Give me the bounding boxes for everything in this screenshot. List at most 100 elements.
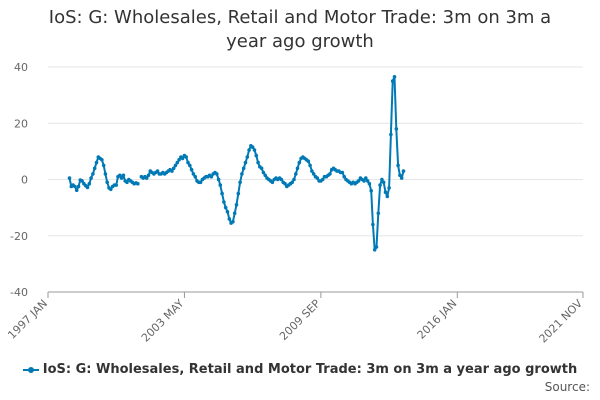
data-point [385, 194, 390, 199]
data-point [170, 169, 174, 173]
data-point [342, 174, 347, 179]
data-point [399, 176, 404, 180]
data-point [109, 187, 113, 192]
data-point [225, 210, 230, 214]
data-point [193, 174, 197, 179]
data-point [240, 172, 244, 176]
data-point [218, 183, 223, 187]
data-point [114, 183, 118, 187]
data-point [398, 173, 402, 178]
data-point [308, 163, 312, 168]
data-point [380, 177, 384, 182]
data-point [227, 217, 232, 221]
data-point [173, 163, 178, 168]
data-point [184, 155, 188, 159]
data-point [328, 172, 332, 176]
series-line-group [67, 75, 406, 252]
data-point [118, 173, 122, 178]
data-point [191, 172, 196, 176]
data-point [383, 190, 388, 194]
x-axis: 1997 JAN 2003 MAY 2009 SEP 2016 JAN 2021 NOV [5, 291, 586, 346]
data-point [315, 176, 320, 180]
chart-title: IoS: G: Wholesales, Retail and Motor Tra… [0, 6, 600, 54]
data-point [387, 186, 391, 190]
data-point [394, 127, 399, 131]
chart-title-line-1: IoS: G: Wholesales, Retail and Motor Tra… [48, 7, 552, 28]
data-point [80, 179, 84, 183]
data-point [103, 172, 108, 176]
data-point [125, 180, 129, 185]
data-point [241, 166, 246, 171]
legend-label: IoS: G: Wholesales, Retail and Motor Tra… [42, 362, 578, 377]
data-point [367, 181, 372, 186]
data-point [256, 160, 260, 165]
data-point [365, 179, 370, 183]
data-point [310, 169, 314, 173]
data-point [236, 191, 241, 196]
data-point [177, 158, 181, 162]
data-point [362, 179, 366, 183]
legend: IoS: G: Wholesales, Retail and Motor Tra… [0, 362, 600, 377]
data-point [234, 203, 239, 207]
y-tick-label: 20 [14, 117, 28, 130]
data-point [270, 180, 275, 185]
data-point [372, 248, 377, 252]
data-point [232, 211, 237, 216]
data-point [216, 177, 221, 182]
data-point [105, 180, 109, 185]
data-point [392, 75, 397, 79]
data-point [67, 176, 72, 180]
data-point [250, 145, 255, 149]
x-tick-label: 2016 JAN [415, 297, 460, 342]
data-point [186, 160, 190, 165]
chart-title-line-2: year ago growth [226, 31, 374, 52]
data-point [290, 180, 295, 185]
data-point [94, 160, 99, 165]
data-point [376, 211, 381, 216]
data-point [180, 156, 185, 161]
data-point [85, 185, 90, 190]
data-point [295, 166, 300, 171]
y-tick-label: -40 [10, 286, 28, 299]
data-point [175, 160, 180, 165]
data-point [101, 163, 106, 168]
data-point [231, 219, 235, 224]
data-point [188, 163, 192, 168]
data-point [261, 170, 266, 175]
data-point [189, 167, 194, 172]
data-point [369, 189, 374, 193]
source-label: Source: [544, 380, 590, 394]
legend-swatch [22, 365, 39, 375]
data-point [378, 183, 382, 187]
data-point [390, 79, 395, 83]
data-point [100, 158, 104, 162]
y-tick-label: 0 [21, 174, 28, 187]
data-point [294, 172, 298, 176]
data-point [89, 176, 93, 180]
y-tick-label: 40 [14, 61, 28, 74]
data-point [238, 180, 242, 185]
x-tick-label: 2003 MAY [139, 297, 187, 345]
data-point [247, 148, 251, 152]
x-tick-label: 2021 NOV [537, 297, 586, 346]
data-point [87, 181, 92, 186]
data-point [259, 166, 264, 171]
series-line [140, 75, 405, 251]
data-point [74, 188, 79, 192]
data-point [243, 160, 248, 165]
data-point [254, 153, 259, 158]
data-point [381, 180, 386, 185]
y-axis-tick-labels: -40 -20 0 20 40 [10, 61, 28, 299]
data-point [146, 173, 151, 178]
data-point [356, 179, 361, 183]
data-point [396, 163, 400, 168]
data-point [279, 177, 284, 182]
data-point [119, 176, 124, 180]
data-point [76, 184, 81, 189]
data-point [306, 159, 311, 163]
data-point [252, 148, 257, 152]
data-point [209, 174, 214, 179]
data-point [320, 177, 325, 182]
data-point [371, 222, 375, 227]
